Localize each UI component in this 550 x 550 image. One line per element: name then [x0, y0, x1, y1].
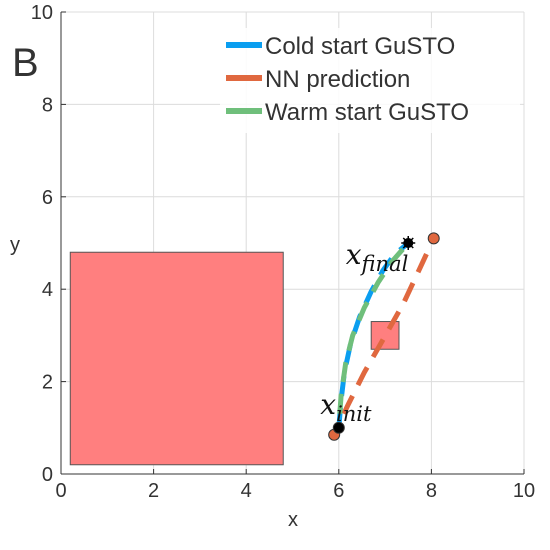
x-tick-label: 4 [241, 480, 252, 502]
y-tick-label: 8 [42, 94, 53, 116]
series-lines [331, 237, 436, 436]
x-axis-title: x [288, 509, 298, 531]
legend-label: Warm start GuSTO [265, 99, 469, 126]
obstacles [69, 251, 400, 466]
legend-label: Cold start GuSTO [265, 33, 455, 60]
x-tick-label: 2 [148, 480, 159, 502]
x-final-label: xfinal [346, 238, 409, 276]
series-line-1 [331, 237, 436, 436]
y-tick-label: 6 [42, 187, 53, 209]
axes: 0 2 4 6 8 10 0 2 4 6 8 10 [31, 2, 535, 502]
y-tick-label: 0 [42, 464, 53, 486]
final-star-marker [401, 236, 416, 250]
markers [328, 232, 440, 441]
y-axis-title: y [10, 234, 20, 256]
annotations: xinit xfinal [320, 238, 408, 426]
legend: Cold start GuSTO NN prediction Warm start … [220, 28, 520, 133]
point-marker-2 [332, 421, 345, 434]
legend-label: NN prediction [265, 66, 410, 93]
x-tick-label: 0 [55, 480, 66, 502]
y-tick-label: 2 [42, 372, 53, 394]
x-tick-label: 8 [426, 480, 437, 502]
point-marker-1 [427, 232, 440, 245]
obstacle-rect [69, 251, 284, 466]
x-tick-label: 10 [513, 480, 535, 502]
x-tick-label: 6 [333, 480, 344, 502]
y-tick-label: 4 [42, 279, 53, 301]
obstacle-rect [370, 321, 400, 350]
x-init-label: xinit [320, 388, 372, 426]
y-tick-label: 10 [31, 2, 53, 24]
panel-letter: B [12, 41, 39, 85]
legend-box [220, 28, 520, 133]
